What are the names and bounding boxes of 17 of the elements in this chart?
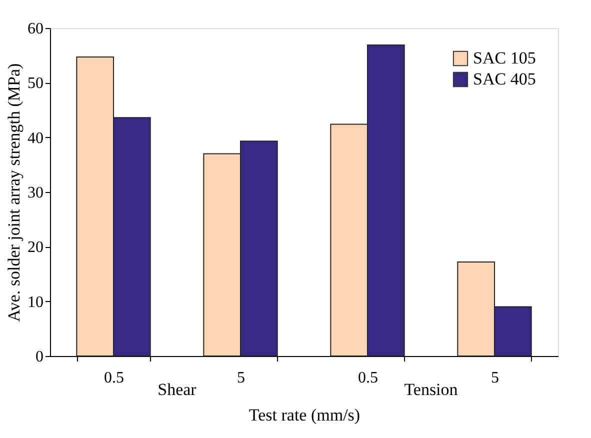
legend-label: SAC 405 (473, 70, 536, 88)
y-tick-label: 20 (28, 239, 44, 256)
y-tick-label: 40 (28, 130, 44, 147)
y-tick-label: 10 (28, 294, 44, 311)
y-tick-label: 60 (28, 20, 44, 38)
x-axis-title: Test rate (mm/s) (248, 406, 360, 424)
x-tick-label: 5 (237, 370, 245, 386)
text: Tension (404, 380, 458, 399)
y-tick-label: 0 (36, 348, 44, 366)
y-axis-title: Ave. solder joint array strength (MPa) (4, 63, 24, 322)
y-tick-label: 30 (28, 184, 44, 202)
legend-label: SAC 105 (473, 48, 536, 68)
x-tick-label: 5 (491, 370, 499, 386)
x-tick-label: 0.5 (104, 370, 124, 386)
x-tick-label: 0.5 (358, 370, 378, 386)
text: Shear (158, 380, 197, 399)
y-tick-label: 50 (28, 75, 44, 92)
